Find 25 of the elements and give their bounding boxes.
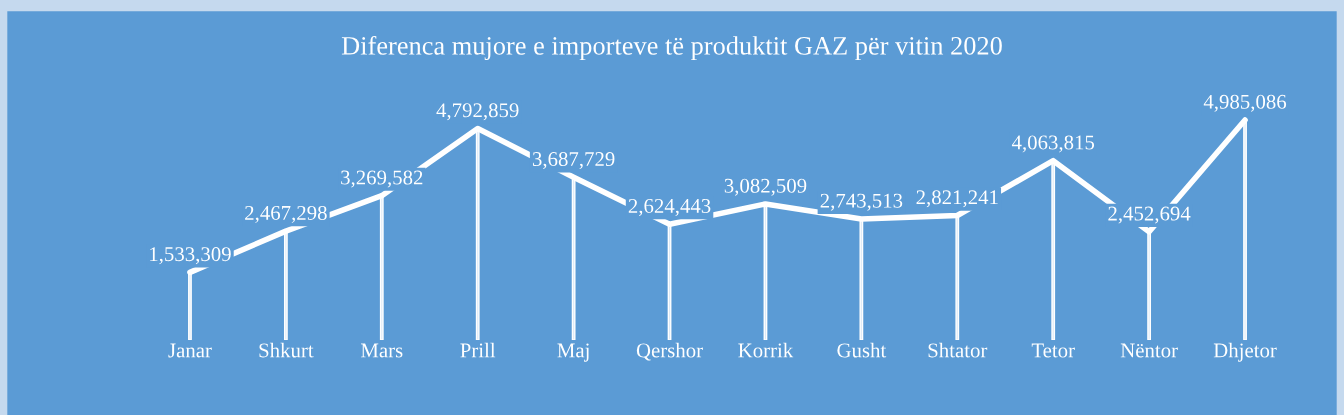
x-tick-label: Tetor: [1031, 343, 1075, 358]
x-tick-label: Shtator: [928, 342, 988, 358]
x-tick-label: Korrik: [738, 342, 794, 358]
data-label: 3,687,729: [532, 152, 615, 170]
data-label: 2,467,298: [245, 205, 327, 223]
x-tick-label: Qershor: [636, 342, 703, 361]
data-label: 1,533,309: [150, 247, 231, 265]
data-label: 4,792,859: [436, 103, 519, 121]
x-tick-label: Janar: [168, 343, 212, 358]
x-tick-label: Prill: [460, 342, 496, 358]
data-label: 3,269,582: [341, 170, 423, 188]
chart-title: Diferenca mujore e importeve të produktit GAZ për vitin 2020: [341, 35, 1002, 61]
x-tick-label: Mars: [360, 343, 403, 358]
x-tick-label: Dhjetor: [1213, 342, 1277, 362]
data-label: 4,063,815: [1011, 135, 1095, 153]
x-tick-label: Shkurt: [259, 342, 314, 358]
data-label: 2,821,241: [916, 190, 998, 208]
data-label: 3,082,509: [724, 178, 807, 196]
data-label: 2,624,443: [628, 199, 711, 216]
data-label: 2,452,694: [1108, 206, 1191, 224]
data-label: 4,985,086: [1203, 94, 1287, 112]
x-tick-label: Nëntor: [1120, 343, 1178, 358]
x-tick-label: Maj: [557, 343, 589, 362]
x-tick-label: Gusht: [837, 342, 887, 358]
data-label: 2,743,513: [820, 193, 903, 211]
